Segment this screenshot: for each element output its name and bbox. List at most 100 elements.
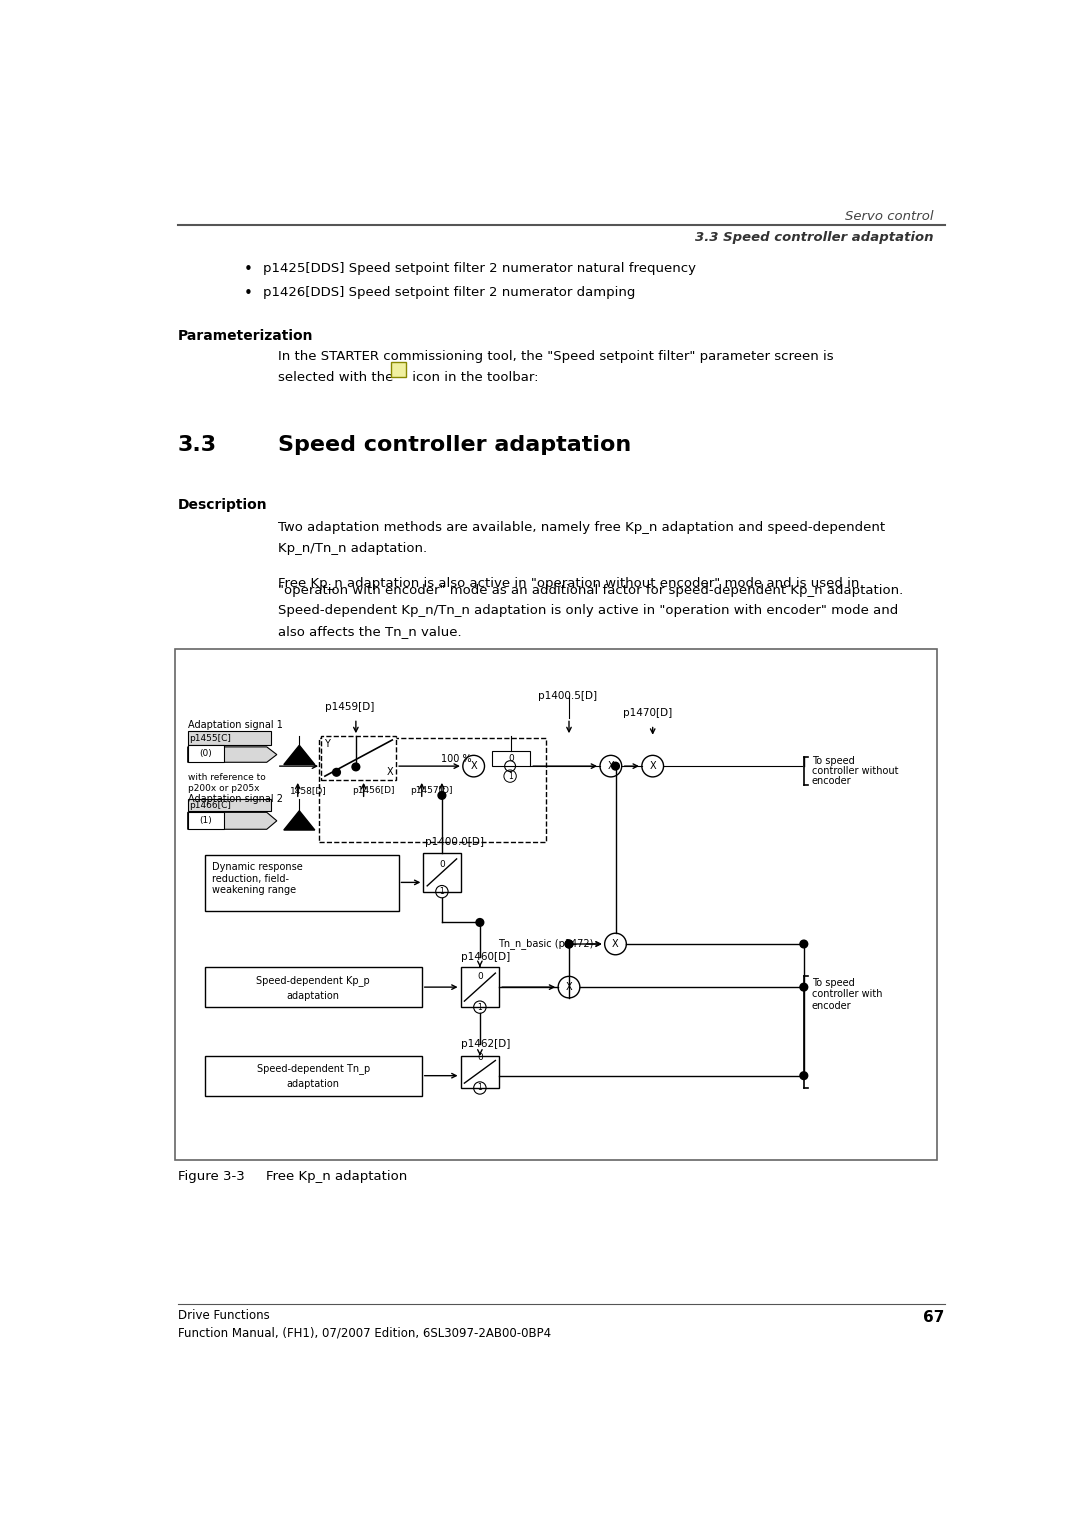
- Text: Servo control: Servo control: [845, 211, 933, 223]
- Circle shape: [565, 941, 572, 948]
- Text: also affects the Tn_n value.: also affects the Tn_n value.: [279, 625, 462, 638]
- Text: 1458[D]: 1458[D]: [291, 786, 327, 796]
- Text: (0): (0): [199, 750, 212, 759]
- Text: Description: Description: [177, 498, 267, 512]
- Bar: [391, 362, 406, 377]
- Circle shape: [438, 791, 446, 799]
- Bar: [319, 738, 545, 841]
- Text: Kp_n/Tn_n adaptation.: Kp_n/Tn_n adaptation.: [279, 542, 428, 554]
- Text: 1: 1: [440, 887, 444, 896]
- Text: Adaptation signal 2: Adaptation signal 2: [188, 794, 283, 805]
- Text: encoder: encoder: [811, 1000, 851, 1011]
- Text: controller with: controller with: [811, 989, 882, 999]
- Circle shape: [476, 919, 484, 927]
- Text: encoder: encoder: [811, 776, 851, 786]
- Polygon shape: [188, 812, 276, 829]
- Text: weakening range: weakening range: [213, 886, 297, 895]
- Bar: [205, 967, 422, 1008]
- Text: •: •: [243, 261, 253, 276]
- Text: X: X: [566, 982, 572, 993]
- Bar: [491, 751, 530, 767]
- Text: Figure 3-3     Free Kp_n adaptation: Figure 3-3 Free Kp_n adaptation: [177, 1170, 407, 1183]
- Text: X: X: [608, 760, 615, 771]
- Text: Free Kp_n adaptation is also active in "operation without encoder" mode and is u: Free Kp_n adaptation is also active in "…: [279, 577, 860, 589]
- Text: Speed-dependent Tn_p: Speed-dependent Tn_p: [257, 1063, 369, 1073]
- Text: icon in the toolbar:: icon in the toolbar:: [408, 371, 538, 385]
- Text: 3.3 Speed controller adaptation: 3.3 Speed controller adaptation: [694, 231, 933, 244]
- Text: Dynamic response: Dynamic response: [213, 863, 303, 872]
- Text: X: X: [649, 760, 656, 771]
- Text: p1466[C]: p1466[C]: [189, 800, 231, 809]
- Polygon shape: [188, 747, 276, 762]
- Text: p1457[D]: p1457[D]: [410, 786, 453, 796]
- Text: "operation with encoder" mode as an additional factor for speed-dependent Kp_n a: "operation with encoder" mode as an addi…: [279, 583, 904, 597]
- Text: X: X: [387, 767, 393, 777]
- Text: Two adaptation methods are available, namely free Kp_n adaptation and speed-depe: Two adaptation methods are available, na…: [279, 521, 886, 534]
- Text: X: X: [612, 939, 619, 948]
- Circle shape: [800, 983, 808, 991]
- Polygon shape: [284, 811, 314, 831]
- Text: Speed controller adaptation: Speed controller adaptation: [279, 435, 632, 455]
- Bar: [205, 855, 399, 912]
- Text: p1426[DDS] Speed setpoint filter 2 numerator damping: p1426[DDS] Speed setpoint filter 2 numer…: [262, 287, 635, 299]
- Text: •: •: [243, 287, 253, 301]
- Text: with reference to: with reference to: [188, 773, 266, 782]
- Text: In the STARTER commissioning tool, the "Speed setpoint filter" parameter screen : In the STARTER commissioning tool, the "…: [279, 350, 834, 363]
- Bar: [321, 736, 396, 780]
- Text: 0: 0: [440, 860, 445, 869]
- Text: Function Manual, (FH1), 07/2007 Edition, 6SL3097-2AB00-0BP4: Function Manual, (FH1), 07/2007 Edition,…: [177, 1327, 551, 1339]
- Text: To speed: To speed: [811, 756, 854, 765]
- Text: 1: 1: [508, 771, 513, 780]
- Text: 67: 67: [923, 1310, 945, 1325]
- Bar: [188, 745, 225, 762]
- Bar: [175, 649, 937, 1161]
- Bar: [460, 1055, 499, 1089]
- Text: Parameterization: Parameterization: [177, 328, 313, 342]
- Text: 0: 0: [477, 971, 483, 980]
- Text: p1456[D]: p1456[D]: [352, 786, 394, 796]
- Circle shape: [800, 941, 808, 948]
- Text: Y: Y: [324, 739, 330, 750]
- Text: selected with the: selected with the: [279, 371, 399, 385]
- Circle shape: [352, 764, 360, 771]
- Circle shape: [333, 768, 340, 776]
- Text: controller without: controller without: [811, 765, 899, 776]
- Text: 1: 1: [477, 1084, 483, 1092]
- Text: reduction, field-: reduction, field-: [213, 873, 289, 884]
- Text: adaptation: adaptation: [287, 1080, 340, 1089]
- Text: p1425[DDS] Speed setpoint filter 2 numerator natural frequency: p1425[DDS] Speed setpoint filter 2 numer…: [262, 261, 696, 275]
- Text: p1470[D]: p1470[D]: [623, 709, 673, 718]
- Text: 3.3: 3.3: [177, 435, 217, 455]
- Text: Speed-dependent Kp_p: Speed-dependent Kp_p: [256, 974, 370, 985]
- Text: p1462[D]: p1462[D]: [460, 1038, 510, 1049]
- Text: (1): (1): [199, 817, 212, 825]
- Text: p1400.0[D]: p1400.0[D]: [424, 837, 484, 847]
- Circle shape: [800, 1072, 808, 1080]
- Bar: [205, 1055, 422, 1096]
- Text: 0: 0: [508, 754, 514, 764]
- Bar: [460, 967, 499, 1008]
- Text: Drive Functions: Drive Functions: [177, 1309, 269, 1322]
- Text: i: i: [396, 365, 401, 374]
- Circle shape: [611, 762, 619, 770]
- Text: Adaptation signal 1: Adaptation signal 1: [188, 719, 283, 730]
- Text: 0: 0: [477, 1052, 483, 1061]
- Bar: [188, 799, 271, 811]
- Bar: [188, 812, 225, 829]
- Circle shape: [565, 941, 572, 948]
- Text: Tn_n_basic (p1472): Tn_n_basic (p1472): [498, 939, 593, 950]
- Text: Speed-dependent Kp_n/Tn_n adaptation is only active in "operation with encoder" : Speed-dependent Kp_n/Tn_n adaptation is …: [279, 605, 899, 617]
- Text: p1455[C]: p1455[C]: [189, 734, 231, 744]
- Text: X: X: [471, 760, 477, 771]
- Text: adaptation: adaptation: [287, 991, 340, 1000]
- Bar: [423, 854, 460, 892]
- Polygon shape: [284, 745, 314, 765]
- Text: 1: 1: [477, 1003, 483, 1012]
- Bar: [188, 731, 271, 745]
- Text: p1459[D]: p1459[D]: [325, 702, 375, 712]
- Text: p1400.5[D]: p1400.5[D]: [538, 692, 597, 701]
- Text: p200x or p205x: p200x or p205x: [188, 783, 259, 793]
- Text: To speed: To speed: [811, 977, 854, 988]
- Text: 100 %: 100 %: [441, 754, 472, 764]
- Text: p1460[D]: p1460[D]: [460, 953, 510, 962]
